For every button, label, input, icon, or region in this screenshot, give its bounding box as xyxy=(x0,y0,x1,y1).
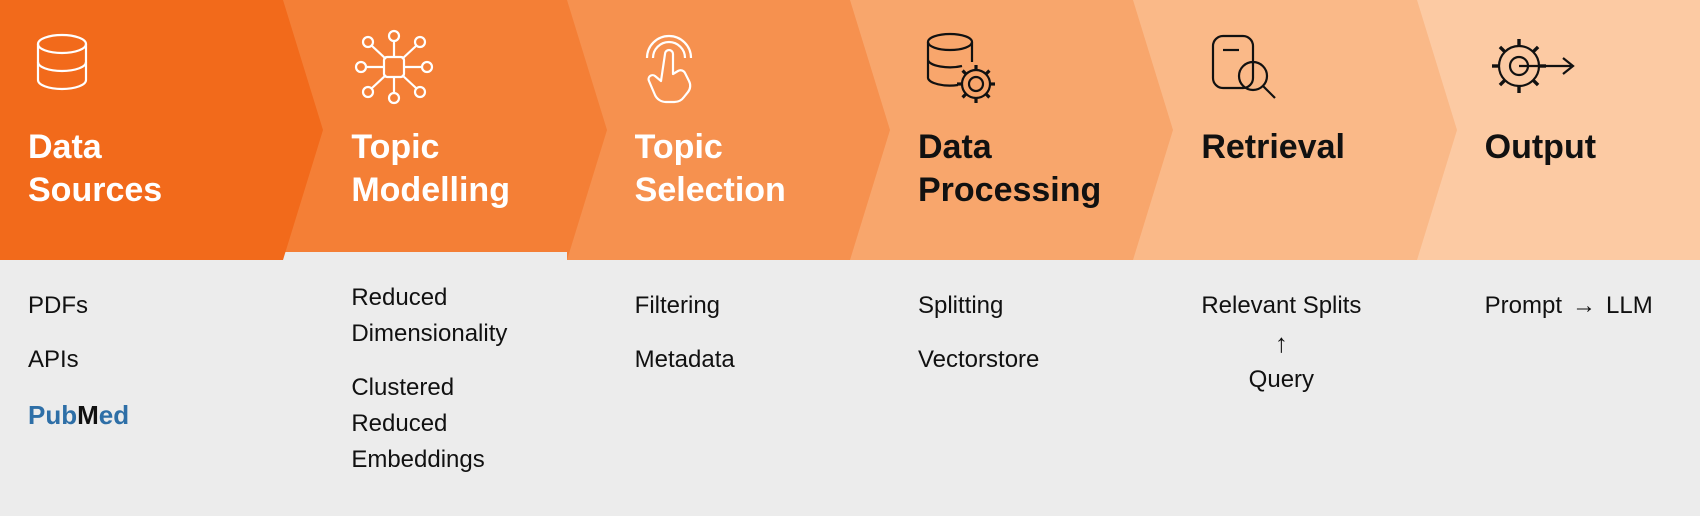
stage-item: ReducedDimensionality xyxy=(351,280,538,352)
stage-item: Splitting xyxy=(918,288,1105,324)
output-left: Prompt xyxy=(1485,288,1562,324)
stage-header: Output xyxy=(1417,0,1700,260)
network-icon xyxy=(351,28,538,118)
stage-topic-modelling: TopicModelling ReducedDimensionality Clus… xyxy=(283,0,566,516)
pubmed-pub: Pub xyxy=(28,396,77,435)
pubmed-ed: ed xyxy=(99,396,129,435)
pipeline-flow: DataSources PDFs APIs PubMed TopicModelli… xyxy=(0,0,1700,516)
stage-retrieval: Retrieval Relevant Splits ↑ Query xyxy=(1133,0,1416,516)
stage-output: Output Prompt → LLM xyxy=(1417,0,1700,516)
retrieval-top: Relevant Splits xyxy=(1201,288,1361,324)
stage-title: DataSources xyxy=(28,126,255,211)
db-gear-icon xyxy=(918,28,1105,118)
arrow-right-icon: → xyxy=(1572,288,1596,324)
stage-item: Vectorstore xyxy=(918,342,1105,378)
output-right: LLM xyxy=(1606,288,1653,324)
stage-header: DataSources xyxy=(0,0,283,260)
stage-title: DataProcessing xyxy=(918,126,1105,211)
pubmed-logo: PubMed xyxy=(28,396,255,435)
retrieval-flow: Relevant Splits ↑ Query xyxy=(1201,288,1361,398)
stage-body: Splitting Vectorstore xyxy=(850,260,1133,516)
stage-item: APIs xyxy=(28,342,255,378)
stage-item: Metadata xyxy=(635,342,822,378)
stage-data-sources: DataSources PDFs APIs PubMed xyxy=(0,0,283,516)
stage-header: TopicModelling xyxy=(283,0,566,252)
stage-item: Filtering xyxy=(635,288,822,324)
stage-data-processing: DataProcessing Splitting Vectorstore xyxy=(850,0,1133,516)
retrieval-bottom: Query xyxy=(1249,362,1314,398)
stage-body: ReducedDimensionality ClusteredReducedEmb… xyxy=(283,252,566,516)
stage-title: Retrieval xyxy=(1201,126,1388,169)
stage-body: Relevant Splits ↑ Query xyxy=(1133,260,1416,516)
stage-header: Retrieval xyxy=(1133,0,1416,260)
stage-title: TopicSelection xyxy=(635,126,822,211)
database-icon xyxy=(28,28,255,118)
stage-body: PDFs APIs PubMed xyxy=(0,260,283,516)
stage-body: Prompt → LLM xyxy=(1417,260,1700,516)
stage-header: DataProcessing xyxy=(850,0,1133,260)
stage-body: Filtering Metadata xyxy=(567,260,850,516)
doc-search-icon xyxy=(1201,28,1388,118)
stage-topic-selection: TopicSelection Filtering Metadata xyxy=(567,0,850,516)
arrow-up-icon: ↑ xyxy=(1275,330,1288,356)
stage-item: ClusteredReducedEmbeddings xyxy=(351,370,538,478)
stage-title: Output xyxy=(1485,126,1672,169)
gear-arrow-icon xyxy=(1485,28,1672,118)
stage-item: PDFs xyxy=(28,288,255,324)
touch-icon xyxy=(635,28,822,118)
output-flow: Prompt → LLM xyxy=(1485,288,1672,324)
pubmed-m: M xyxy=(77,396,99,435)
stage-title: TopicModelling xyxy=(351,126,538,211)
stage-header: TopicSelection xyxy=(567,0,850,260)
